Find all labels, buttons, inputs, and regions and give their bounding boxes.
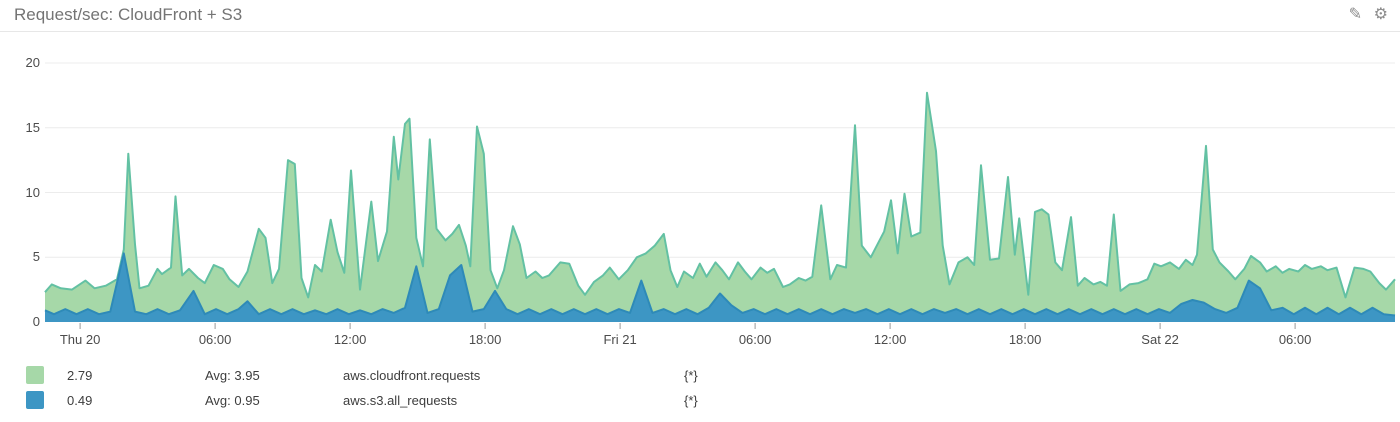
area-fill-aws.cloudfront.requests xyxy=(45,92,1395,322)
cloudfront-color-swatch xyxy=(26,366,44,384)
x-tick-label: Thu 20 xyxy=(59,332,101,347)
widget-header: Request/sec: CloudFront + S3 ✎ ⚙ xyxy=(0,0,1400,32)
x-tick-label: 12:00 xyxy=(333,332,367,347)
x-tick-label: 06:00 xyxy=(198,332,232,347)
area-fill-aws.s3.all_requests xyxy=(45,253,1395,322)
s3-color-swatch xyxy=(26,391,44,409)
y-tick-label: 10 xyxy=(25,184,40,200)
legend-row-cloudfront[interactable]: 2.79 Avg: 3.95 aws.cloudfront.requests {… xyxy=(0,366,1400,386)
legend-avg-value: Avg: 0.95 xyxy=(205,393,260,408)
x-tick-label: Fri 21 xyxy=(603,332,637,347)
legend-current-value: 2.79 xyxy=(67,368,93,383)
x-tick-label: Sat 22 xyxy=(1141,332,1179,347)
area-line-aws.s3.all_requests xyxy=(44,252,1396,317)
gear-icon[interactable]: ⚙ xyxy=(1373,6,1388,23)
x-tick-label: 18:00 xyxy=(1008,332,1042,347)
x-tick-label: 06:00 xyxy=(738,332,772,347)
legend-metric-name: aws.s3.all_requests xyxy=(343,393,458,408)
legend-current-value: 0.49 xyxy=(67,393,93,408)
legend-metric-name: aws.cloudfront.requests xyxy=(343,368,481,383)
x-tick-label: 12:00 xyxy=(873,332,907,347)
legend-avg-value: Avg: 3.95 xyxy=(205,368,260,383)
x-tick-label: 18:00 xyxy=(468,332,502,347)
legend-scope: {*} xyxy=(684,368,698,383)
widget-title: Request/sec: CloudFront + S3 xyxy=(14,5,243,24)
legend-row-s3[interactable]: 0.49 Avg: 0.95 aws.s3.all_requests {*} xyxy=(0,391,1400,411)
y-tick-label: 5 xyxy=(32,249,40,265)
y-tick-label: 15 xyxy=(25,119,40,135)
y-tick-label: 0 xyxy=(32,314,40,329)
x-tick-label: 06:00 xyxy=(1278,332,1312,347)
legend-scope: {*} xyxy=(684,393,698,408)
area-line-aws.cloudfront.requests xyxy=(44,91,1396,299)
y-tick-label: 20 xyxy=(25,55,40,70)
pencil-icon[interactable]: ✎ xyxy=(1348,6,1362,23)
